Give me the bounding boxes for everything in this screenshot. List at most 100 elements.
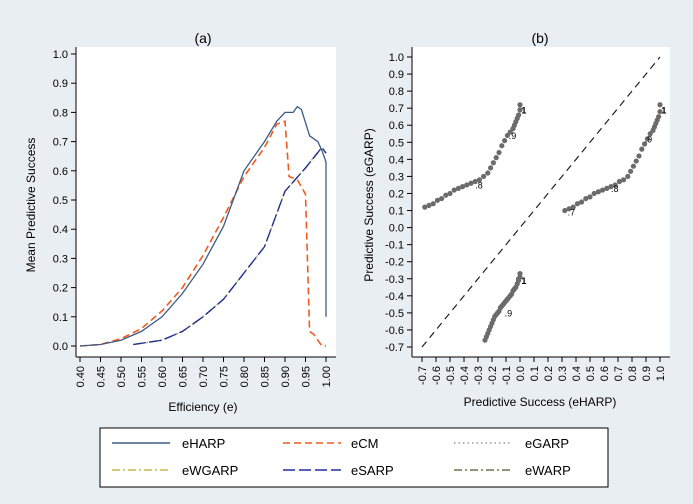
scatter-point bbox=[422, 204, 428, 210]
scatter-point bbox=[562, 207, 568, 214]
point-label: .9 bbox=[509, 131, 517, 141]
legend-label-eWGARP: eWGARP bbox=[182, 463, 238, 478]
scatter-point bbox=[516, 112, 522, 118]
point-label: 1 bbox=[521, 276, 526, 286]
panel-a-x-tick-label: 0.40 bbox=[75, 366, 87, 387]
panel-a-x-tick-label: 0.70 bbox=[198, 366, 210, 387]
panel-b-title: (b) bbox=[531, 30, 548, 46]
panel-b-x-tick-label: 0.5 bbox=[585, 366, 597, 381]
legend-box bbox=[99, 427, 609, 488]
panel-b-y-tick-label: 0.1 bbox=[389, 206, 404, 218]
panel-a-xlabel: Efficiency (e) bbox=[168, 400, 237, 414]
panel-b-x-tick-label: 0.6 bbox=[599, 366, 611, 381]
scatter-point bbox=[493, 155, 499, 161]
scatter-point bbox=[612, 182, 618, 188]
scatter-point bbox=[439, 195, 445, 202]
scatter-point bbox=[587, 194, 593, 200]
panel-a-y-tick-label: 0.5 bbox=[53, 195, 68, 207]
scatter-point bbox=[628, 168, 634, 174]
panel-b-x-tick-label: 0.0 bbox=[515, 366, 527, 381]
scatter-point bbox=[657, 108, 663, 115]
scatter-point bbox=[472, 178, 478, 185]
scatter-point bbox=[639, 146, 645, 152]
panel-b-plot-area bbox=[412, 47, 670, 357]
panel-a-x-tick-label: 0.60 bbox=[157, 366, 169, 387]
panel-a-title: (a) bbox=[194, 30, 211, 46]
panel-a-y-tick-label: 0.2 bbox=[53, 283, 68, 295]
scatter-point bbox=[460, 184, 466, 190]
panel-b-y-tick-label: -0.4 bbox=[385, 291, 404, 303]
panel-b-xlabel: Predictive Success (eHARP) bbox=[464, 395, 617, 409]
panel-b-x-tick-label: 0.4 bbox=[571, 366, 583, 381]
panel-b-x-tick-label: 0.9 bbox=[641, 366, 653, 381]
panel-a-y-tick-label: 0.9 bbox=[53, 78, 68, 90]
panel-b-y-tick-label: 0.0 bbox=[389, 223, 404, 235]
panel-b-x-tick-label: 1.0 bbox=[655, 366, 667, 381]
scatter-point bbox=[566, 206, 572, 212]
panel-a-x-tick-label: 0.50 bbox=[116, 366, 128, 387]
scatter-point bbox=[595, 189, 602, 195]
scatter-point bbox=[644, 136, 651, 142]
panel-b-x-tick-label: 0.1 bbox=[529, 366, 541, 381]
scatter-point bbox=[642, 141, 648, 147]
scatter-point bbox=[443, 192, 449, 198]
scatter-point bbox=[481, 173, 487, 180]
panel-b-y-tick-label: -0.7 bbox=[385, 342, 404, 354]
panel-b-y-tick-label: 0.4 bbox=[389, 154, 404, 166]
legend-label-eCM: eCM bbox=[351, 436, 378, 451]
scatter-point bbox=[502, 137, 508, 144]
panel-b-x-tick-label: -0.5 bbox=[445, 366, 457, 385]
point-label: .7 bbox=[568, 208, 576, 218]
panel-b-y-tick-label: -0.6 bbox=[385, 325, 404, 337]
scatter-point bbox=[616, 178, 623, 185]
panel-a-y-tick-label: 1.0 bbox=[53, 49, 68, 61]
scatter-point bbox=[496, 149, 502, 156]
scatter-point bbox=[476, 177, 482, 183]
point-label: 1 bbox=[521, 105, 526, 115]
point-label: .8 bbox=[611, 184, 619, 194]
panel-a-ylabel: Mean Predictive Success bbox=[24, 138, 38, 273]
scatter-point bbox=[604, 185, 610, 191]
scatter-point bbox=[600, 187, 606, 193]
scatter-point bbox=[583, 195, 589, 202]
panel-a-x-tick-label: 1.00 bbox=[321, 366, 333, 387]
scatter-point bbox=[621, 177, 627, 183]
scatter-point bbox=[630, 163, 637, 169]
scatter-point bbox=[636, 153, 642, 159]
panel-b-y-tick-label: -0.2 bbox=[385, 257, 404, 269]
scatter-point bbox=[570, 204, 576, 210]
panel-b-y-tick-label: 0.8 bbox=[389, 86, 404, 98]
legend-label-eGARP: eGARP bbox=[525, 436, 569, 451]
legend-label-eSARP: eSARP bbox=[351, 463, 394, 478]
point-label: .8 bbox=[475, 180, 483, 190]
panel-a-y-tick-label: 0.4 bbox=[53, 224, 68, 236]
scatter-point bbox=[434, 197, 440, 203]
series-line-eHARP bbox=[79, 105, 327, 347]
scatter-point bbox=[625, 173, 631, 180]
panel-a-x-tick-label: 0.65 bbox=[178, 366, 190, 387]
panel-b-y-tick-label: 0.6 bbox=[389, 120, 404, 132]
panel-b-y-tick-label: -0.5 bbox=[385, 308, 404, 320]
panel-b-y-tick-label: 0.9 bbox=[389, 69, 404, 81]
scatter-point bbox=[608, 184, 614, 190]
panel-b-marks: -0.7-0.7-0.6-0.6-0.5-0.5-0.4-0.4-0.3-0.3… bbox=[385, 47, 670, 385]
panel-b-x-tick-label: -0.3 bbox=[473, 366, 485, 385]
panel-a-y-tick-label: 0.8 bbox=[53, 107, 68, 119]
panel-b-x-tick-label: -0.6 bbox=[431, 366, 443, 385]
scatter-point bbox=[591, 190, 597, 197]
panel-a-x-tick-label: 0.90 bbox=[280, 366, 292, 387]
panel-b-x-tick-label: -0.7 bbox=[417, 366, 429, 385]
panel-a-y-tick-label: 0.1 bbox=[53, 312, 68, 324]
scatter-point bbox=[499, 143, 505, 149]
panel-a-x-tick-label: 0.80 bbox=[239, 366, 251, 387]
scatter-point bbox=[517, 102, 523, 108]
scatter-point bbox=[430, 201, 436, 207]
panel-a-y-tick-label: 0.6 bbox=[53, 166, 68, 178]
diagonal-reference-line bbox=[421, 56, 661, 348]
scatter-point bbox=[426, 202, 432, 209]
panel-a-y-tick-label: 0.0 bbox=[53, 341, 68, 353]
panel-a-x-tick-label: 0.95 bbox=[301, 366, 313, 387]
scatter-point bbox=[468, 180, 474, 186]
panel-b-y-tick-label: 0.7 bbox=[389, 103, 404, 115]
scatter-point bbox=[490, 160, 496, 166]
